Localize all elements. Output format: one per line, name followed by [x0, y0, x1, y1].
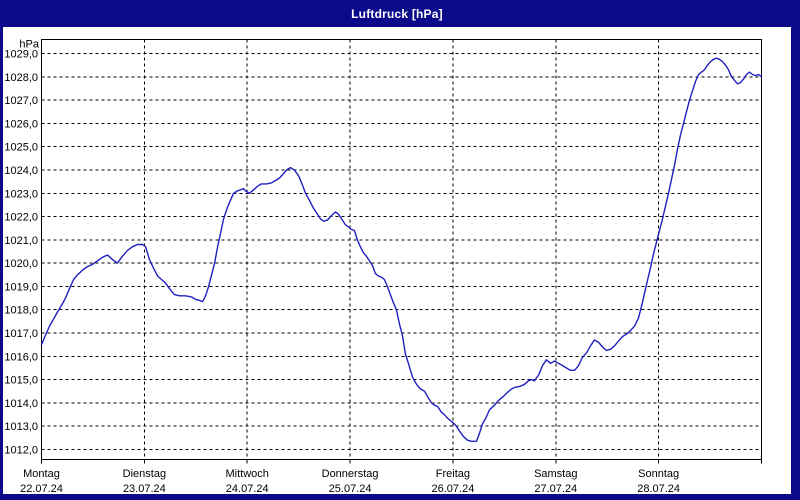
y-tick-label: 1013,0 [4, 421, 38, 433]
y-tick-label: 1015,0 [4, 375, 38, 387]
day-date-label: 25.07.24 [329, 483, 372, 495]
y-tick-label: 1017,0 [4, 328, 38, 340]
y-axis-unit-label: hPa [19, 39, 39, 51]
y-tick-label: 1028,0 [4, 72, 38, 84]
y-tick-label: 1024,0 [4, 165, 38, 177]
window-title: Luftdruck [hPa] [351, 6, 443, 21]
day-name-label: Samstag [534, 468, 577, 480]
y-tick-label: 1016,0 [4, 351, 38, 363]
day-name-label: Mittwoch [226, 468, 269, 480]
y-tick-label: 1023,0 [4, 188, 38, 200]
pressure-line [40, 57, 763, 442]
y-tick-label: 1021,0 [4, 235, 38, 247]
y-tick-label: 1012,0 [4, 445, 38, 457]
y-tick-label: 1018,0 [4, 305, 38, 317]
day-name-label: Freitag [436, 468, 470, 480]
y-tick-label: 1027,0 [4, 95, 38, 107]
chart-canvas [3, 27, 791, 494]
day-date-label: 28.07.24 [637, 483, 680, 495]
y-tick-label: 1026,0 [4, 118, 38, 130]
plot-border [41, 39, 762, 460]
day-date-label: 24.07.24 [226, 483, 269, 495]
day-name-label: Dienstag [123, 468, 166, 480]
y-tick-label: 1020,0 [4, 258, 38, 270]
title-bar: Luftdruck [hPa] [3, 0, 791, 27]
day-name-label: Montag [23, 468, 60, 480]
y-tick-label: 1019,0 [4, 281, 38, 293]
y-tick-label: 1029,0 [4, 49, 38, 61]
y-tick-label: 1025,0 [4, 142, 38, 154]
day-name-label: Sonntag [638, 468, 679, 480]
day-name-label: Donnerstag [322, 468, 379, 480]
day-date-label: 27.07.24 [534, 483, 577, 495]
y-tick-label: 1014,0 [4, 398, 38, 410]
day-date-label: 22.07.24 [20, 483, 63, 495]
day-date-label: 23.07.24 [123, 483, 166, 495]
y-tick-label: 1022,0 [4, 212, 38, 224]
day-date-label: 26.07.24 [432, 483, 475, 495]
